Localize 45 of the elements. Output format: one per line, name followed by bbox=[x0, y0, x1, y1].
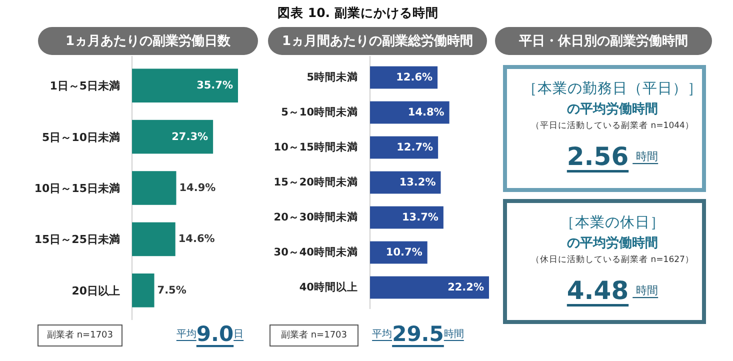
text: の平均労働時間 bbox=[567, 100, 658, 116]
y-tick-label: 40時間以上 bbox=[299, 280, 358, 294]
data-label: 13.7% bbox=[402, 212, 439, 224]
y-tick-label: 10日～15日未満 bbox=[34, 182, 120, 194]
y-tick-label: 5～10時間未満 bbox=[281, 106, 358, 118]
text: の平均労働時間 bbox=[567, 234, 658, 250]
data-label: 14.8% bbox=[408, 106, 445, 118]
y-tick-label: 20～30時間未満 bbox=[274, 210, 358, 224]
data-label: 35.7% bbox=[196, 80, 234, 92]
data-label: 13.2% bbox=[399, 176, 436, 188]
y-tick-label: 5時間未満 bbox=[306, 70, 358, 84]
text: （平日に活動している副業者 n=1044） bbox=[531, 120, 694, 131]
text: 2.56 時間 bbox=[566, 142, 658, 170]
data-label: 27.3% bbox=[172, 130, 209, 143]
text: 図表 10. 副業にかける時間 bbox=[278, 4, 438, 20]
text: 副業者 n=1703 bbox=[280, 330, 348, 340]
text: 副業者 n=1703 bbox=[46, 330, 114, 340]
data-label: 12.7% bbox=[396, 142, 434, 154]
text: 4.48 時間 bbox=[566, 276, 658, 304]
text: 平日・休日別の副業労働時間 bbox=[518, 32, 688, 48]
chart-title: 1ヵ月あたりの副業労働日数 bbox=[65, 32, 232, 48]
bar bbox=[370, 101, 450, 124]
bar bbox=[132, 171, 176, 205]
bar bbox=[132, 222, 176, 256]
y-tick-label: 5日～10日未満 bbox=[42, 130, 120, 144]
data-label: 7.5% bbox=[157, 284, 187, 296]
data-label: 14.9% bbox=[179, 182, 216, 194]
text: （休日に活動している副業者 n=1627） bbox=[531, 254, 694, 265]
y-tick-label: 10～15時間未満 bbox=[274, 140, 358, 154]
data-label: 12.6% bbox=[396, 72, 434, 84]
text: ［本業の勤務日（平日）］ bbox=[522, 80, 702, 97]
data-label: 10.7% bbox=[386, 246, 423, 258]
bar bbox=[370, 276, 489, 299]
data-label: 14.6% bbox=[178, 233, 216, 246]
y-tick-label: 20日以上 bbox=[72, 284, 120, 297]
bar bbox=[132, 274, 154, 308]
y-tick-label: 30～40時間未満 bbox=[274, 246, 358, 258]
y-tick-label: 15日～25日未満 bbox=[34, 232, 120, 246]
bar bbox=[132, 68, 238, 102]
data-label: 22.2% bbox=[448, 282, 484, 294]
bar bbox=[132, 120, 214, 154]
text: ［本業の休日］ bbox=[560, 214, 665, 231]
chart-title: 1ヵ月間あたりの副業総労働時間 bbox=[282, 32, 474, 48]
y-tick-label: 15～20時間未満 bbox=[274, 176, 358, 188]
y-tick-label: 1日～5日未満 bbox=[50, 79, 120, 92]
